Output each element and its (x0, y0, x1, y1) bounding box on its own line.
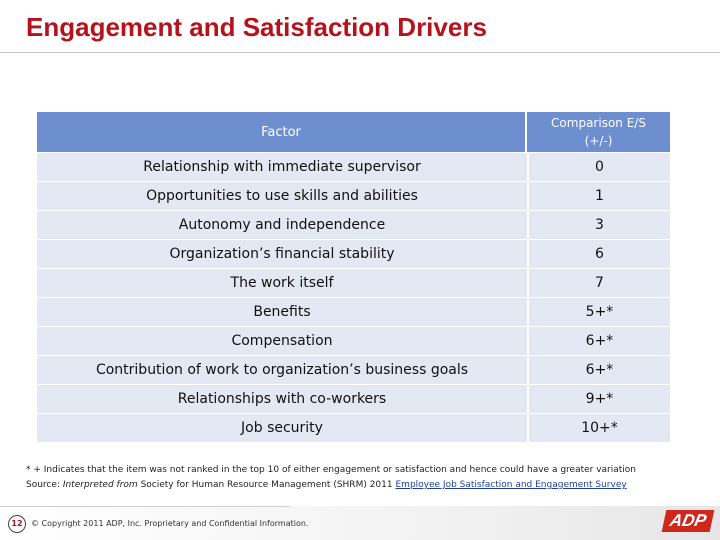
comparison-header-line2: (+/-) (584, 134, 613, 148)
comparison-cell: 0 (527, 153, 670, 181)
factor-cell: Relationship with immediate supervisor (37, 153, 527, 181)
comparison-cell: 1 (527, 182, 670, 210)
comparison-header-line1: Comparison E/S (551, 116, 646, 130)
comparison-cell: 5+* (527, 298, 670, 326)
comparison-cell: 6+* (527, 356, 670, 384)
factor-cell: Benefits (37, 298, 527, 326)
footnote: * + Indicates that the item was not rank… (26, 463, 706, 493)
footnote-variation-note: * + Indicates that the item was not rank… (26, 465, 637, 475)
title-divider (0, 52, 720, 53)
table-row: Relationship with immediate supervisor 0 (37, 153, 670, 181)
copyright-text: © Copyright 2011 ADP, Inc. Proprietary a… (31, 519, 309, 528)
factor-cell: Compensation (37, 327, 527, 355)
factor-cell: Opportunities to use skills and abilitie… (37, 182, 527, 210)
comparison-cell: 6+* (527, 327, 670, 355)
source-label: Source: (26, 480, 60, 490)
drivers-table: Factor Comparison E/S (+/-) Relationship… (37, 111, 670, 443)
factor-cell: Job security (37, 414, 527, 442)
comparison-cell: 9+* (527, 385, 670, 413)
table-row: Opportunities to use skills and abilitie… (37, 182, 670, 210)
source-organization: Society for Human Resource Management (S… (140, 480, 393, 490)
survey-link[interactable]: Employee Job Satisfaction and Engagement… (395, 480, 627, 490)
table-row: Organization’s financial stability 6 (37, 240, 670, 268)
factor-cell: Autonomy and independence (37, 211, 527, 239)
comparison-cell: 6 (527, 240, 670, 268)
factor-column-header: Factor (37, 112, 527, 152)
table-row: Contribution of work to organization’s b… (37, 356, 670, 384)
factor-cell: The work itself (37, 269, 527, 297)
table-row: The work itself 7 (37, 269, 670, 297)
table-row: Compensation 6+* (37, 327, 670, 355)
table-row: Job security 10+* (37, 414, 670, 442)
comparison-cell: 3 (527, 211, 670, 239)
slide-title: Engagement and Satisfaction Drivers (26, 12, 487, 42)
page-number-badge: 12 (8, 515, 26, 533)
table-row: Relationships with co-workers 9+* (37, 385, 670, 413)
footer-divider (0, 506, 290, 507)
factor-cell: Relationships with co-workers (37, 385, 527, 413)
table-row: Benefits 5+* (37, 298, 670, 326)
comparison-cell: 10+* (527, 414, 670, 442)
table-header-row: Factor Comparison E/S (+/-) (37, 112, 670, 152)
footnote-source: Source: Interpreted from Society for Hum… (26, 478, 706, 493)
footer-band (0, 506, 720, 540)
comparison-cell: 7 (527, 269, 670, 297)
factor-cell: Contribution of work to organization’s b… (37, 356, 527, 384)
table-row: Autonomy and independence 3 (37, 211, 670, 239)
source-interpreted-from: Interpreted from (62, 480, 138, 490)
adp-logo: ADP (661, 510, 715, 532)
comparison-column-header: Comparison E/S (+/-) (527, 112, 670, 152)
factor-cell: Organization’s financial stability (37, 240, 527, 268)
